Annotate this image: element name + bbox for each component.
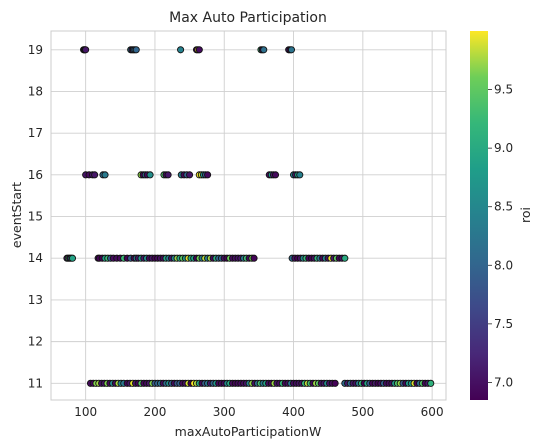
colorbar-tick-label: 9.5 — [494, 83, 513, 97]
data-point — [101, 171, 109, 179]
colorbar-ticks: 7.0 7.5 8.0 8.5 9.0 9.5 — [488, 83, 513, 389]
x-tick-label: 100 — [74, 405, 97, 419]
colorbar-tick-label: 8.0 — [494, 258, 513, 272]
data-point — [177, 46, 185, 54]
data-point — [146, 171, 154, 179]
y-tick-label: 18 — [28, 84, 43, 98]
x-tick-labels: 100 200 300 400 500 600 — [74, 405, 443, 419]
y-axis-label: eventStart — [9, 182, 24, 248]
data-point — [132, 46, 140, 54]
colorbar-label: roi — [518, 207, 533, 223]
y-tick-label: 14 — [28, 251, 43, 265]
data-point — [341, 254, 349, 262]
grid-lines — [51, 31, 446, 400]
data-point — [287, 46, 296, 54]
data-point — [91, 171, 99, 179]
y-tick-label: 19 — [28, 43, 43, 57]
data-point — [204, 171, 212, 179]
data-point — [164, 171, 172, 179]
y-tick-labels: 11 12 13 14 15 16 17 18 19 — [28, 43, 43, 391]
x-tick-label: 300 — [213, 405, 236, 419]
y-tick-label: 13 — [28, 293, 43, 307]
x-tick-label: 400 — [282, 405, 305, 419]
data-point — [331, 379, 339, 387]
data-point — [68, 254, 77, 262]
y-tick-label: 17 — [28, 126, 43, 140]
plot-frame — [50, 30, 447, 401]
data-point — [250, 254, 258, 262]
colorbar-tick-label: 7.5 — [494, 317, 513, 331]
y-tick-label: 12 — [28, 335, 43, 349]
y-tick-label: 15 — [28, 210, 43, 224]
data-point — [271, 171, 280, 179]
x-tick-label: 500 — [351, 405, 374, 419]
data-point — [195, 46, 203, 54]
data-point — [260, 46, 268, 54]
data-point — [296, 171, 304, 179]
x-tick-label: 200 — [143, 405, 166, 419]
y-tick-label: 16 — [28, 168, 43, 182]
data-point — [186, 171, 194, 179]
colorbar-tick-label: 8.5 — [494, 200, 513, 214]
x-tick-label: 600 — [421, 405, 444, 419]
data-point — [427, 379, 435, 387]
colorbar — [470, 31, 488, 400]
colorbar-tick-label: 9.0 — [494, 141, 513, 155]
data-point — [82, 46, 90, 54]
x-axis-label: maxAutoParticipationW — [175, 424, 322, 439]
chart-title: Max Auto Participation — [169, 10, 327, 26]
y-tick-label: 11 — [28, 376, 43, 390]
colorbar-tick-label: 7.0 — [494, 375, 513, 389]
data-points — [63, 46, 435, 387]
